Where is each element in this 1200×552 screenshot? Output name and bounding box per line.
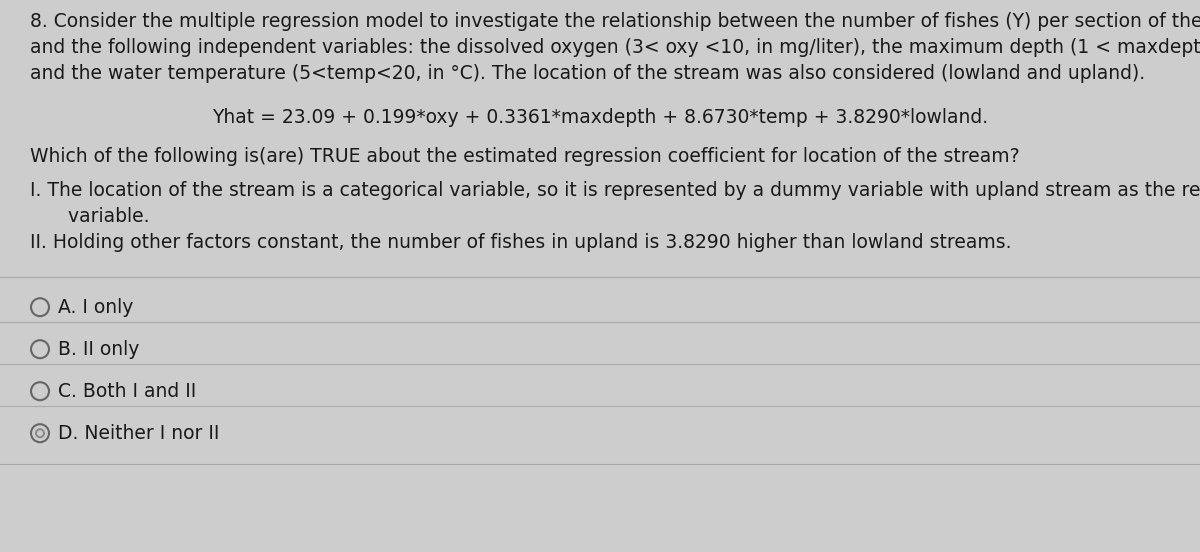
Text: C. Both I and II: C. Both I and II	[58, 381, 197, 401]
Text: Yhat = 23.09 + 0.199*oxy + 0.3361*maxdepth + 8.6730*temp + 3.8290*lowland.: Yhat = 23.09 + 0.199*oxy + 0.3361*maxdep…	[212, 108, 988, 127]
Text: and the water temperature (5<temp<20, in °C). The location of the stream was als: and the water temperature (5<temp<20, in…	[30, 64, 1145, 83]
Text: I. The location of the stream is a categorical variable, so it is represented by: I. The location of the stream is a categ…	[30, 181, 1200, 200]
Circle shape	[35, 428, 46, 438]
Text: and the following independent variables: the dissolved oxygen (3< oxy <10, in mg: and the following independent variables:…	[30, 38, 1200, 57]
Text: variable.: variable.	[50, 207, 150, 226]
Text: II. Holding other factors constant, the number of fishes in upland is 3.8290 hig: II. Holding other factors constant, the …	[30, 233, 1012, 252]
Text: 8. Consider the multiple regression model to investigate the relationship betwee: 8. Consider the multiple regression mode…	[30, 12, 1200, 31]
Circle shape	[37, 430, 43, 436]
Text: Which of the following is(are) TRUE about the estimated regression coefficient f: Which of the following is(are) TRUE abou…	[30, 147, 1020, 166]
Text: D. Neither I nor II: D. Neither I nor II	[58, 424, 220, 443]
Text: A. I only: A. I only	[58, 298, 133, 317]
Text: B. II only: B. II only	[58, 339, 139, 359]
